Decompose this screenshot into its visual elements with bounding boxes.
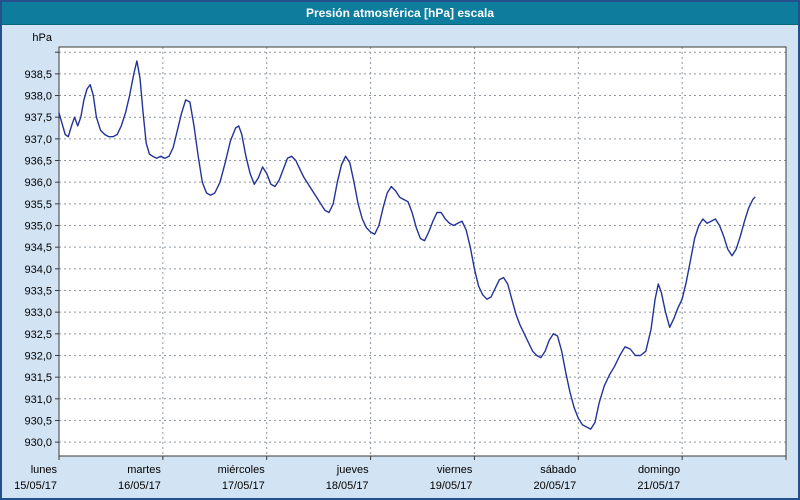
y-tick-label: 931,5: [24, 372, 52, 384]
y-tick-label: 935,5: [24, 199, 52, 211]
plot-border: [58, 46, 787, 457]
y-tick-label: 937,5: [24, 112, 52, 124]
x-axis-date-label: 20/05/17: [533, 480, 576, 492]
x-axis-day-label: viernes: [437, 464, 473, 476]
y-tick-label: 932,5: [24, 329, 52, 341]
x-axis-day-label: sábado: [540, 464, 576, 476]
x-axis-date-label: 16/05/17: [118, 480, 161, 492]
y-axis-unit-label: hPa: [32, 32, 52, 44]
y-tick-label: 934,0: [24, 264, 52, 276]
y-tick-label: 937,0: [24, 134, 52, 146]
x-axis-date-label: 18/05/17: [326, 480, 369, 492]
chart-area: 930,0 930,5 931,0 931,5 932,0 932,5 933,0 933,5…: [2, 25, 798, 498]
x-axis-date-label: 19/05/17: [430, 480, 473, 492]
y-tick-label: 934,5: [24, 242, 52, 254]
x-axis-day-label: miércoles: [218, 464, 266, 476]
y-tick-label: 930,5: [24, 415, 52, 427]
y-tick-label: 936,5: [24, 156, 52, 168]
plot-background: [59, 47, 786, 456]
y-tick-label: 931,0: [24, 394, 52, 406]
y-tick-label: 935,0: [24, 221, 52, 233]
y-tick-label: 936,0: [24, 177, 52, 189]
pressure-line-series: [58, 60, 756, 430]
y-tick-label: 933,0: [24, 307, 52, 319]
y-tick-label: 933,5: [24, 285, 52, 297]
y-tick-label: 932,0: [24, 350, 52, 362]
y-tick-label: 930,0: [24, 437, 52, 449]
x-axis-day-label: jueves: [336, 464, 369, 476]
y-tick-label: 938,0: [24, 91, 52, 103]
x-axis-date-label: 17/05/17: [222, 480, 265, 492]
x-axis-day-label: martes: [127, 464, 161, 476]
pressure-chart-svg: 930,0 930,5 931,0 931,5 932,0 932,5 933,0 933,5…: [14, 32, 787, 492]
x-axis-day-label: lunes: [31, 464, 58, 476]
x-axis-date-label: 21/05/17: [637, 480, 680, 492]
x-axis-day-label: domingo: [638, 464, 680, 476]
y-tick-label: 938,5: [24, 69, 52, 81]
window-title-bar: Presión atmosférica [hPa] escala: [2, 2, 798, 25]
x-axis-date-label: 15/05/17: [14, 480, 57, 492]
